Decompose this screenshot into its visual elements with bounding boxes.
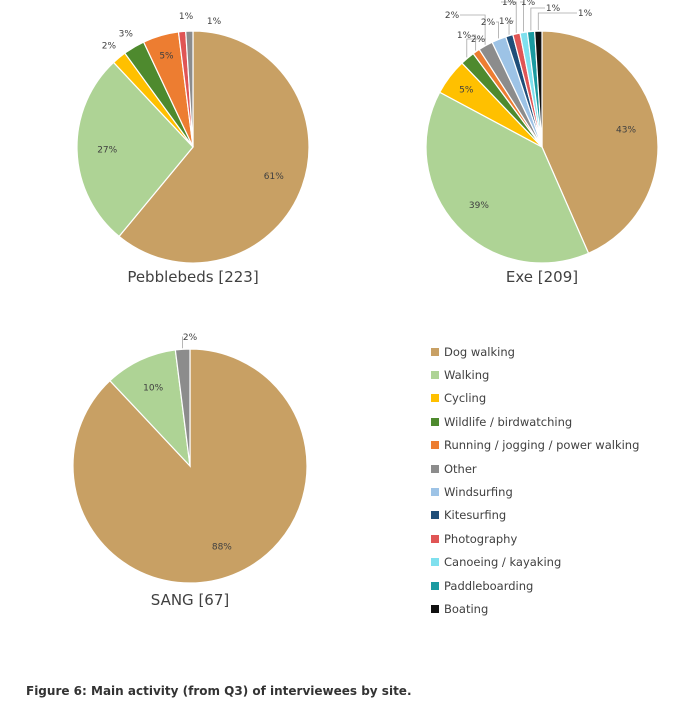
legend-item-windsurfing: Windsurfing [431, 480, 639, 503]
legend-item-running-jogging-power-walking: Running / jogging / power walking [431, 434, 639, 457]
data-label: 2% [183, 333, 198, 343]
leader-line [460, 14, 486, 45]
data-label: 5% [459, 85, 474, 95]
data-label: 2% [445, 11, 460, 21]
data-label: 1% [578, 9, 593, 19]
legend-label: Photography [444, 531, 518, 546]
pie-slice-walking [109, 349, 191, 468]
pie-exe-209: 43%39%5%2%1%2%2% 1%1% 1%1% 1%Exe [209] [425, 0, 659, 286]
data-label: 39% [469, 201, 489, 211]
legend-swatch [431, 604, 439, 613]
data-label: 1% [521, 0, 536, 8]
data-label: 1% [179, 12, 194, 22]
data-label: 1% [546, 4, 561, 14]
legend-swatch [431, 511, 439, 520]
legend-swatch [431, 534, 439, 543]
leader-line [466, 38, 486, 58]
data-label: 1% [207, 17, 222, 27]
leader-line [530, 7, 545, 31]
data-label: 2% [481, 18, 496, 28]
legend-label: Wildlife / birdwatching [444, 414, 573, 429]
data-label: 1% [499, 17, 514, 27]
legend-swatch [431, 581, 439, 590]
legend-swatch [431, 371, 439, 380]
pie-pebblebeds-223: 61% 27% 2%3% 5% 1% 1% Pebblebeds [223] [76, 12, 310, 286]
legend-label: Paddleboarding [444, 578, 534, 593]
data-label: 1% [502, 0, 517, 8]
legend-item-other: Other [431, 457, 639, 480]
data-label: 2% [471, 35, 486, 45]
pie-slice-walking [76, 61, 194, 238]
data-label: 1% [457, 31, 472, 41]
leader-line [520, 1, 524, 32]
pie-slice-walking [425, 91, 590, 264]
data-label: 88% [212, 543, 232, 553]
pie-slice-dog-walking [541, 30, 659, 255]
data-label: 2% [102, 41, 117, 51]
legend-label: Windsurfing [444, 485, 513, 500]
legend-label: Kitesurfing [444, 508, 507, 523]
pie-title: SANG [67] [151, 591, 229, 609]
legend-item-dog-walking: Dog walking [431, 340, 639, 363]
legend-item-kitesurfing: Kitesurfing [431, 504, 639, 527]
pie-sang-67: 88% 10% 2% SANG [67] [72, 333, 308, 609]
legend-swatch [431, 464, 439, 473]
pie-slice-dog-walking [118, 30, 310, 264]
pie-charts-layer: 61%27%2%3%5%1% 1%Pebblebeds [223]43%39%5%… [72, 0, 659, 609]
leader-line [472, 34, 477, 51]
leader-line [537, 12, 577, 31]
leader-line [496, 21, 499, 39]
data-label: 27% [97, 146, 117, 156]
data-label: 5% [159, 52, 174, 62]
figure-caption: Figure 6: Main activity (from Q3) of int… [26, 684, 412, 698]
pie-slice-other [185, 30, 194, 148]
legend-label: Cycling [444, 391, 487, 406]
pie-title: Exe [209] [506, 268, 578, 286]
legend-item-wildlife-birdwatching: Wildlife / birdwatching [431, 410, 639, 433]
leader-line [501, 1, 517, 33]
legend-item-boating: Boating [431, 597, 639, 620]
legend-item-cycling: Cycling [431, 387, 639, 410]
data-label: 61% [264, 172, 284, 182]
data-label: 43% [616, 125, 636, 135]
pie-slice-other [174, 348, 191, 467]
data-label: 10% [143, 384, 163, 394]
legend-swatch [431, 488, 439, 497]
data-label: 3% [119, 29, 134, 39]
legend-label: Canoeing / kayaking [444, 555, 562, 570]
legend-swatch [431, 347, 439, 356]
legend-label: Dog walking [444, 344, 515, 359]
leader-line [508, 20, 514, 35]
leader-line [182, 336, 183, 349]
legend-label: Other [444, 461, 477, 476]
pie-slice-boating [534, 30, 543, 148]
legend-item-paddleboarding: Paddleboarding [431, 574, 639, 597]
legend-swatch [431, 558, 439, 567]
legend-label: Walking [444, 368, 490, 383]
legend-label: Running / jogging / power walking [444, 438, 640, 453]
legend-item-photography: Photography [431, 527, 639, 550]
chart-legend: Dog walking Walking Cycling Wildlife / bird… [431, 340, 639, 621]
legend-swatch [431, 394, 439, 403]
legend-swatch [431, 441, 439, 450]
legend-swatch [431, 417, 439, 426]
pie-title: Pebblebeds [223] [127, 268, 258, 286]
legend-label: Boating [444, 601, 489, 616]
legend-item-walking: Walking [431, 363, 639, 386]
legend-item-canoeing-kayaking: Canoeing / kayaking [431, 551, 639, 574]
